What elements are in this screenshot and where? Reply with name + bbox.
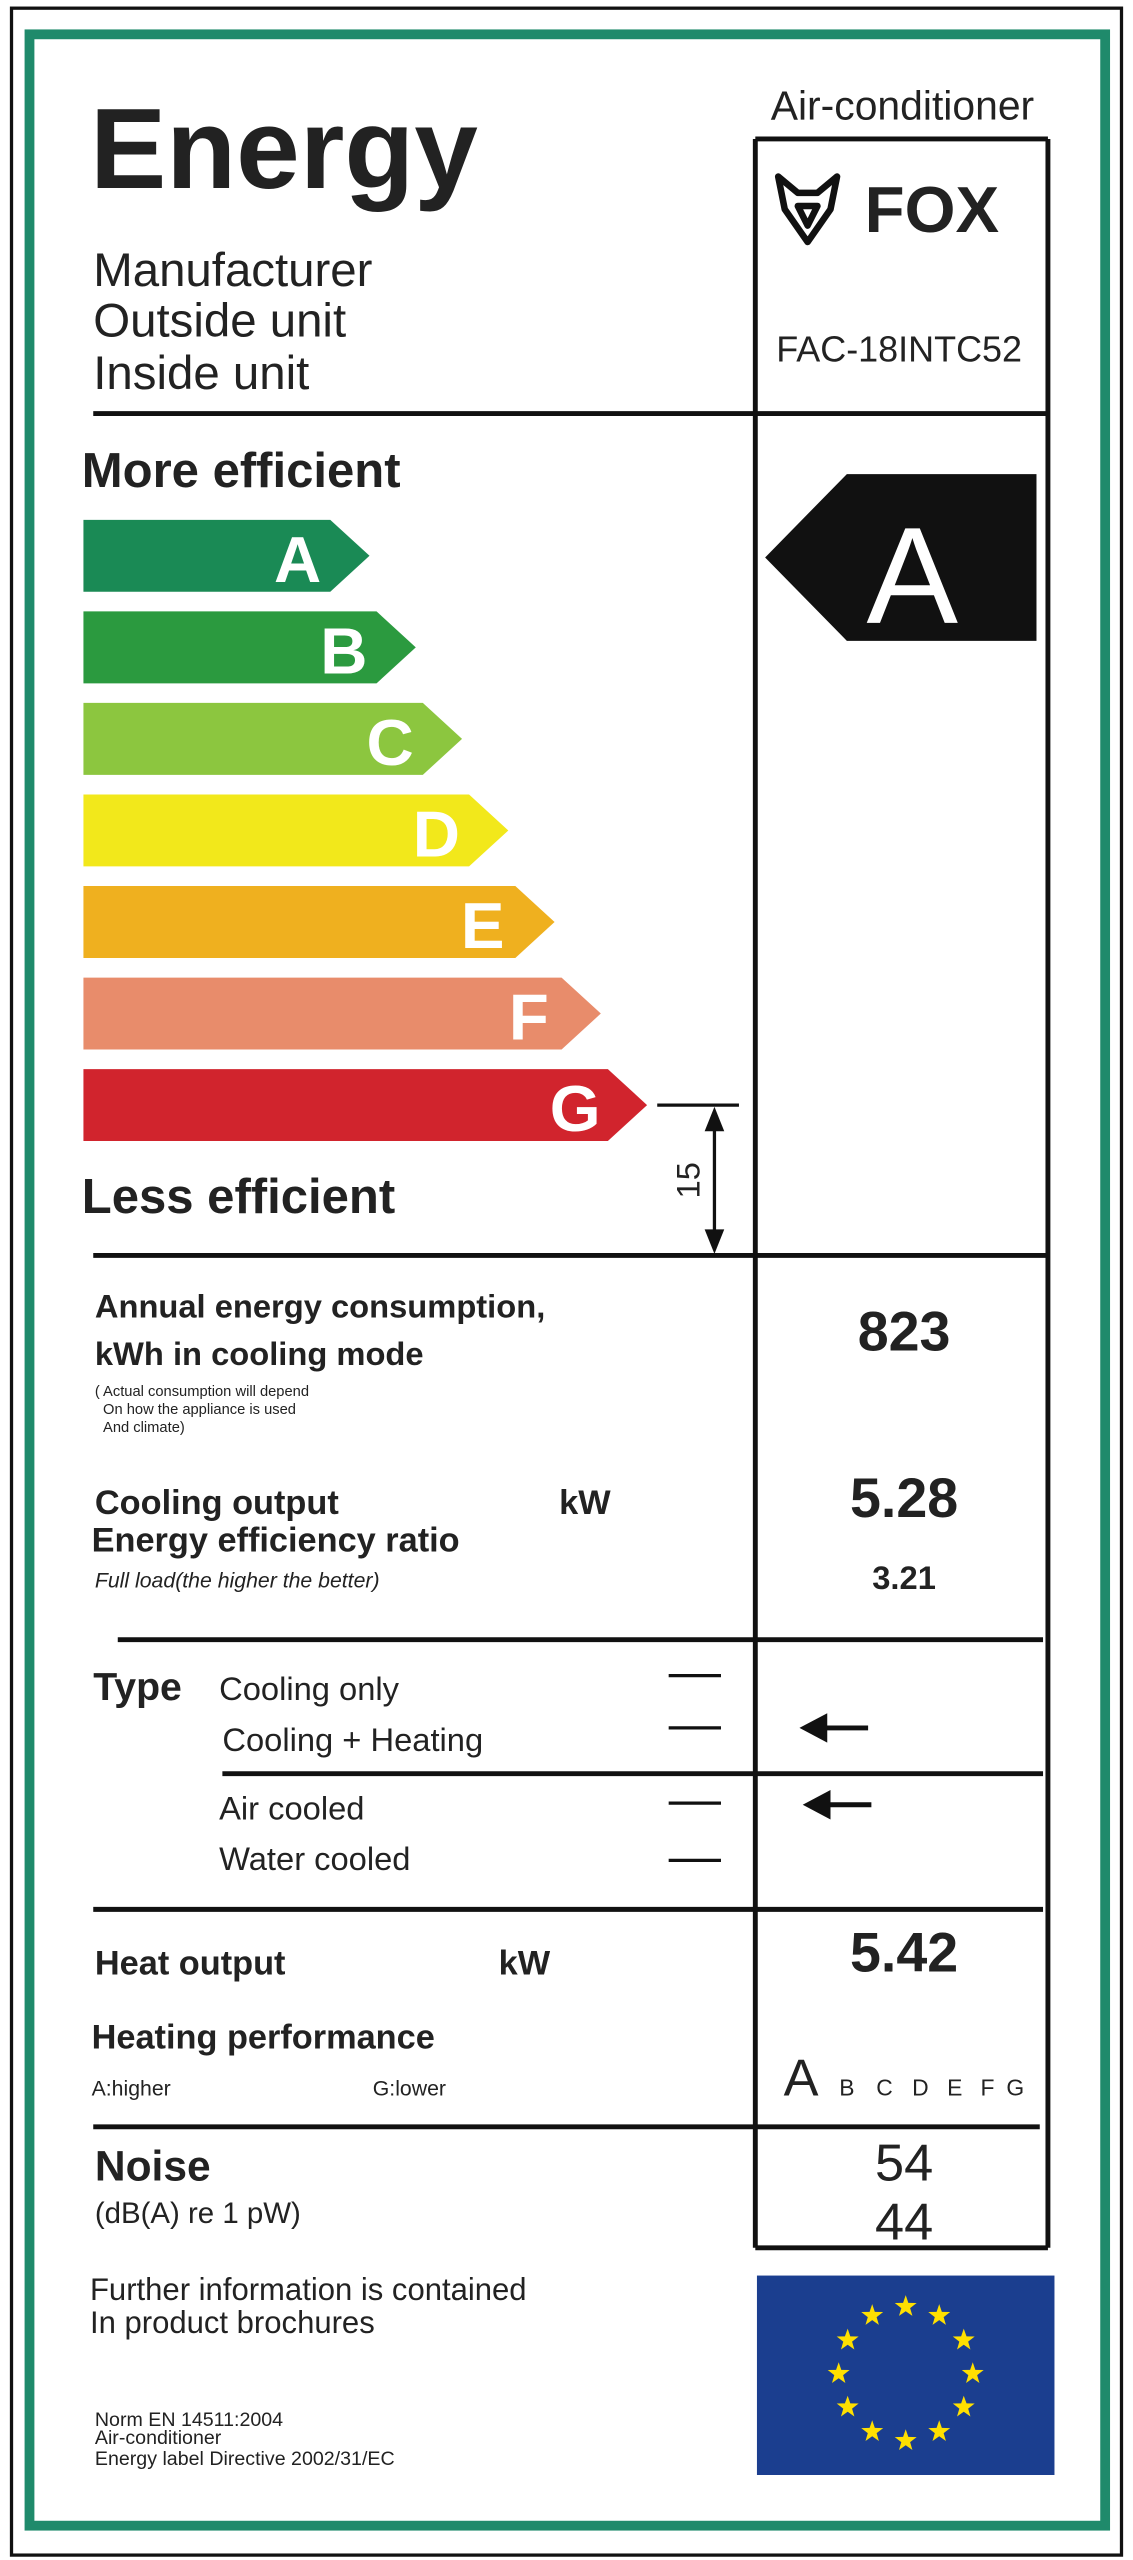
lower-label: G:lower bbox=[373, 2077, 446, 2101]
class-bar bbox=[83, 977, 601, 1050]
eu-star bbox=[894, 2429, 917, 2450]
class-letter: C bbox=[367, 706, 414, 779]
eu-star bbox=[928, 2304, 951, 2325]
consumption-label: kWh in cooling mode bbox=[95, 1335, 424, 1372]
cooling-unit: kW bbox=[559, 1484, 611, 1522]
class-letter: B bbox=[320, 615, 367, 688]
eu-star bbox=[961, 2362, 984, 2383]
heat-value: 5.42 bbox=[850, 1921, 958, 1983]
type-option: Cooling + Heating bbox=[222, 1721, 483, 1758]
arrow-head bbox=[799, 1713, 828, 1743]
title: Energy bbox=[90, 85, 478, 213]
brand-logo bbox=[774, 173, 841, 246]
outer-border bbox=[9, 6, 1124, 2557]
cooling-label: Cooling output bbox=[95, 1484, 339, 1522]
scale-height: 15 bbox=[670, 1162, 707, 1198]
heating-class: A bbox=[784, 2050, 819, 2108]
eu-star bbox=[952, 2395, 975, 2417]
norm: Norm EN 14511:2004 bbox=[95, 2409, 283, 2431]
noise-label: Noise bbox=[95, 2144, 211, 2191]
type-option: Air cooled bbox=[219, 1789, 364, 1826]
heat-label: Heat output bbox=[95, 1945, 286, 1983]
heating-class: C bbox=[876, 2075, 893, 2101]
arrow-head bbox=[802, 1790, 831, 1820]
type-option: Cooling only bbox=[219, 1670, 400, 1707]
field: Manufacturer bbox=[93, 244, 372, 297]
heating-performance-label: Heating performance bbox=[92, 2018, 435, 2056]
eu-star bbox=[861, 2304, 884, 2325]
consumption-note: ( Actual consumption will depend bbox=[95, 1384, 309, 1400]
eu-star bbox=[894, 2295, 917, 2316]
scale-top: More efficient bbox=[82, 444, 401, 498]
rating: A bbox=[866, 500, 958, 653]
consumption-label: Annual energy consumption, bbox=[95, 1288, 545, 1325]
eu-star bbox=[861, 2420, 884, 2441]
brand: FOX bbox=[865, 173, 1000, 246]
heating-class: G bbox=[1006, 2075, 1024, 2101]
info: Further information is contained bbox=[90, 2272, 527, 2307]
eu-star bbox=[836, 2395, 859, 2417]
class-letter: G bbox=[550, 1072, 601, 1145]
field: Outside unit bbox=[93, 295, 346, 348]
norm: Energy label Directive 2002/31/EC bbox=[95, 2448, 395, 2470]
dimension-arrow bbox=[704, 1229, 725, 1254]
ratio-value: 3.21 bbox=[872, 1559, 936, 1596]
ratio-note: Full load(the higher the better) bbox=[95, 1568, 380, 1592]
field: Inside unit bbox=[93, 347, 309, 400]
class-letter: A bbox=[274, 523, 321, 596]
heat-unit: kW bbox=[499, 1945, 551, 1983]
noise-value: 44 bbox=[875, 2194, 933, 2252]
heating-class: D bbox=[912, 2075, 929, 2101]
class-bar bbox=[83, 611, 416, 684]
ratio-label: Energy efficiency ratio bbox=[92, 1521, 460, 1559]
info: In product brochures bbox=[90, 2305, 375, 2340]
class-letter: D bbox=[413, 798, 460, 871]
scale-bottom: Less efficient bbox=[82, 1170, 395, 1224]
green-border bbox=[24, 29, 1111, 2531]
eu-star bbox=[836, 2328, 859, 2350]
type-option: Water cooled bbox=[219, 1840, 410, 1877]
noise-value: 54 bbox=[875, 2135, 933, 2193]
noise-unit: (dB(A) re 1 pW) bbox=[95, 2197, 301, 2230]
rating-arrow bbox=[765, 474, 1037, 641]
dashes bbox=[668, 1673, 721, 1862]
eu-star bbox=[928, 2420, 951, 2441]
class-bar bbox=[83, 886, 555, 958]
class-letter: E bbox=[461, 889, 505, 962]
class-bar bbox=[83, 794, 509, 867]
eu-star bbox=[827, 2362, 850, 2383]
dimension-arrow bbox=[704, 1106, 725, 1132]
selection-arrow bbox=[802, 1790, 872, 1820]
type-label: Type bbox=[93, 1665, 182, 1709]
eu-star bbox=[952, 2328, 975, 2350]
consumption-value: 823 bbox=[858, 1300, 951, 1362]
heating-class: B bbox=[839, 2075, 854, 2101]
class-bar bbox=[83, 702, 463, 775]
eu-stars bbox=[827, 2295, 984, 2450]
model: FAC-18INTC52 bbox=[776, 328, 1022, 369]
cooling-value: 5.28 bbox=[850, 1467, 958, 1529]
higher-label: A:higher bbox=[92, 2077, 171, 2101]
consumption-note: On how the appliance is used bbox=[103, 1402, 296, 1418]
category: Air-conditioner bbox=[771, 82, 1034, 128]
class-bar bbox=[83, 1069, 648, 1142]
class-letter: F bbox=[509, 981, 549, 1054]
norm: Air-conditioner bbox=[95, 2427, 222, 2449]
class-bar bbox=[83, 519, 370, 592]
heating-class: F bbox=[980, 2075, 994, 2101]
consumption-note: And climate) bbox=[103, 1420, 185, 1436]
selection-arrow bbox=[799, 1713, 869, 1743]
heating-class: E bbox=[947, 2075, 962, 2101]
